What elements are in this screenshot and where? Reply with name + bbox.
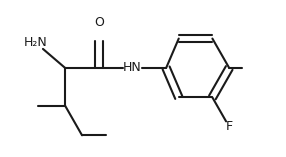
Text: HN: HN [123,62,142,74]
Text: H₂N: H₂N [24,36,48,49]
Text: F: F [226,120,233,133]
Text: O: O [94,16,104,29]
